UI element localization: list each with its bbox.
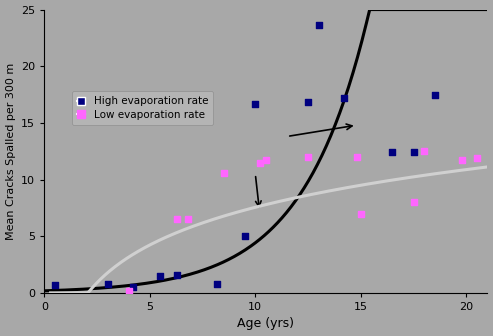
Point	[262, 158, 270, 163]
X-axis label: Age (yrs): Age (yrs)	[237, 318, 294, 330]
Point	[340, 95, 348, 101]
Point	[173, 272, 181, 278]
Point	[51, 282, 59, 288]
Point	[251, 101, 259, 106]
Legend: High evaporation rate, Low evaporation rate: High evaporation rate, Low evaporation r…	[71, 91, 213, 125]
Point	[104, 281, 111, 287]
Y-axis label: Mean Cracks Spalled per 300 m: Mean Cracks Spalled per 300 m	[5, 62, 16, 240]
Point	[241, 234, 248, 239]
Point	[458, 158, 466, 163]
Point	[304, 100, 312, 105]
Point	[129, 285, 137, 290]
Point	[304, 154, 312, 160]
Point	[410, 150, 418, 155]
Point	[388, 150, 396, 155]
Point	[220, 170, 228, 175]
Point	[173, 216, 181, 222]
Point	[125, 288, 133, 293]
Point	[420, 149, 428, 154]
Point	[357, 211, 365, 216]
Point	[315, 23, 322, 28]
Point	[156, 273, 164, 279]
Point	[184, 216, 192, 222]
Point	[213, 281, 221, 287]
Point	[255, 160, 263, 165]
Point	[410, 200, 418, 205]
Point	[473, 155, 481, 161]
Point	[431, 92, 439, 97]
Point	[352, 154, 360, 160]
